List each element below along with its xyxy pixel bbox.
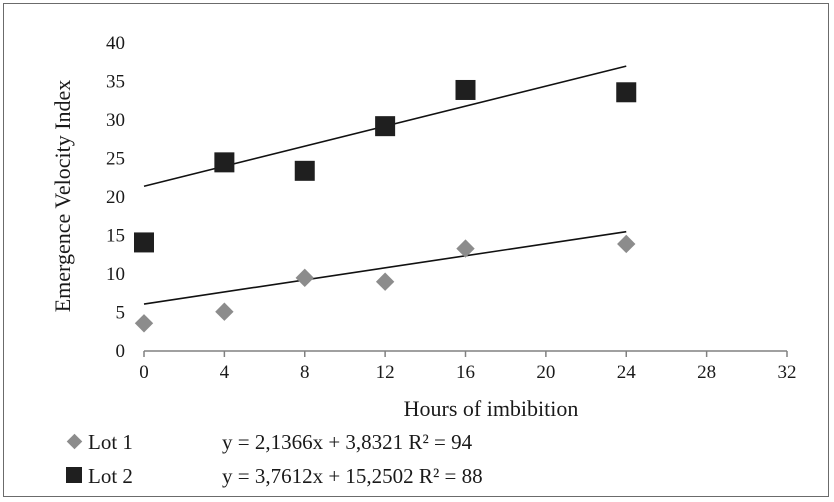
point-lot-2 — [456, 80, 476, 100]
point-lot-1 — [376, 273, 394, 291]
y-tick-label: 15 — [106, 226, 125, 247]
x-tick-label: 8 — [300, 362, 310, 383]
y-axis-title: Emergence Velocity Index — [50, 80, 75, 313]
x-axis-ticks: 0 4 8 12 16 20 24 28 32 — [139, 351, 796, 383]
y-tick-label: 20 — [106, 187, 125, 208]
y-tick-label: 10 — [106, 264, 125, 285]
y-tick-label: 5 — [116, 303, 126, 324]
legend-marker-lot-2 — [66, 467, 82, 483]
point-lot-1 — [296, 269, 314, 287]
point-lot-2 — [295, 161, 315, 181]
trendlines — [144, 66, 626, 304]
point-lot-2 — [375, 116, 395, 136]
point-lot-1 — [135, 314, 153, 332]
legend-marker-lot-1 — [67, 434, 83, 450]
point-lot-2 — [134, 232, 154, 252]
legend-label-lot-2: Lot 2 — [88, 464, 133, 488]
y-tick-label: 30 — [106, 110, 125, 131]
point-lot-1 — [617, 235, 635, 253]
x-tick-label: 12 — [376, 362, 395, 383]
y-axis-ticks: 0 5 10 15 20 25 30 35 40 — [106, 33, 125, 362]
x-tick-label: 16 — [456, 362, 475, 383]
legend-equation-lot-2: y = 3,7612x + 15,2502 R² = 88 — [222, 464, 483, 488]
legend: Lot 1 y = 2,1366x + 3,8321 R² = 94 Lot 2… — [66, 430, 483, 488]
x-tick-label: 32 — [778, 362, 797, 383]
legend-label-lot-1: Lot 1 — [88, 430, 133, 454]
y-tick-label: 0 — [116, 341, 126, 362]
x-tick-label: 24 — [617, 362, 637, 383]
y-tick-label: 35 — [106, 72, 125, 93]
legend-entry-lot-1: Lot 1 y = 2,1366x + 3,8321 R² = 94 — [67, 430, 473, 454]
legend-equation-lot-1: y = 2,1366x + 3,8321 R² = 94 — [222, 430, 473, 454]
y-tick-label: 40 — [106, 33, 125, 54]
x-tick-label: 4 — [220, 362, 230, 383]
x-tick-label: 28 — [697, 362, 716, 383]
legend-entry-lot-2: Lot 2 y = 3,7612x + 15,2502 R² = 88 — [66, 464, 483, 488]
y-tick-label: 25 — [106, 149, 125, 170]
x-tick-label: 20 — [536, 362, 555, 383]
trendline-lot-1 — [144, 232, 626, 304]
point-lot-2 — [214, 152, 234, 172]
point-lot-1 — [215, 303, 233, 321]
point-lot-2 — [616, 82, 636, 102]
x-axis-title: Hours of imbibition — [404, 396, 579, 421]
x-tick-label: 0 — [139, 362, 149, 383]
